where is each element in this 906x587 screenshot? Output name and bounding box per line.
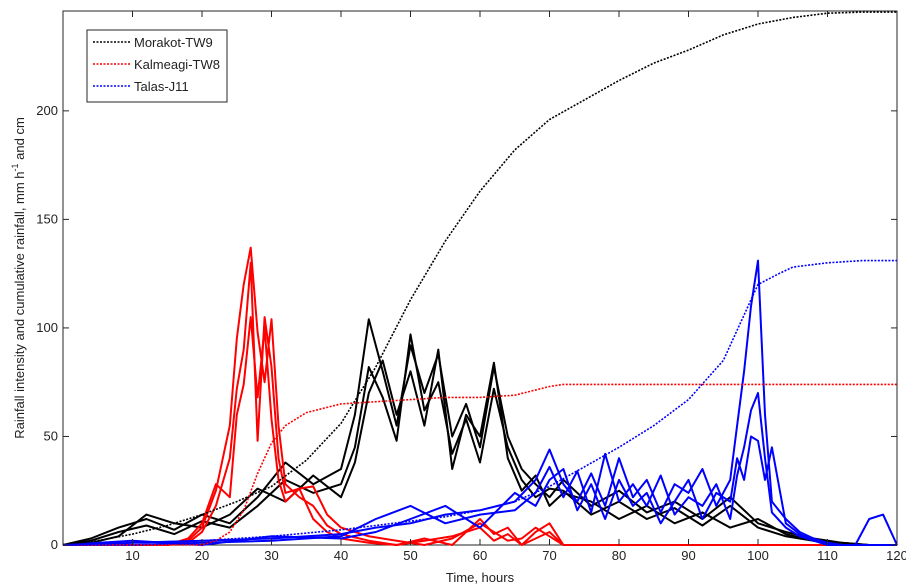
legend-label-talas: Talas-J11 <box>134 79 189 94</box>
x-tick-label: 110 <box>817 548 838 563</box>
x-axis-label: Time, hours <box>446 570 515 585</box>
x-tick-label: 10 <box>125 548 139 563</box>
intensity-line-kalmeagi-tw8-4 <box>63 261 897 546</box>
intensity-line-morakot-tw9-2 <box>62 348 897 546</box>
legend-label-kalmeagi: Kalmeagi-TW8 <box>134 57 220 72</box>
legend-label-morakot: Morakot-TW9 <box>134 35 213 50</box>
cumulative-line-kalmeagi-tw8 <box>63 383 897 546</box>
intensity-line-morakot-tw9-0 <box>62 318 897 546</box>
x-tick-label: 120 <box>886 548 906 563</box>
series-layer <box>62 11 898 546</box>
x-axis: 10 20 30 40 50 60 70 80 90 100 110 120 <box>125 11 906 563</box>
intensity-line-talas-j11-8 <box>62 435 897 546</box>
y-tick-label: 200 <box>36 103 58 118</box>
y-axis-label-tail: and cm <box>12 117 27 163</box>
x-tick-label: 40 <box>334 548 348 563</box>
y-tick-label: 150 <box>36 211 58 226</box>
intensity-line-kalmeagi-tw8-5 <box>63 316 897 546</box>
x-tick-label: 60 <box>473 548 487 563</box>
y-tick-label: 100 <box>36 320 58 335</box>
x-tick-label: 70 <box>542 548 556 563</box>
x-tick-label: 50 <box>403 548 417 563</box>
y-axis-label-superscript: -1 <box>10 163 20 171</box>
legend-box <box>86 29 228 103</box>
cumulative-line-morakot-tw9 <box>62 11 897 546</box>
intensity-line-talas-j11-6 <box>62 259 898 546</box>
x-tick-label: 100 <box>747 548 769 563</box>
cumulative-line-talas-j11 <box>62 259 897 546</box>
y-axis: 0 50 100 150 200 <box>36 103 897 552</box>
x-tick-label: 20 <box>195 548 209 563</box>
intensity-line-morakot-tw9-1 <box>62 333 897 546</box>
x-tick-label: 90 <box>681 548 695 563</box>
x-tick-label: 80 <box>612 548 626 563</box>
y-tick-label: 0 <box>51 537 58 552</box>
y-tick-label: 50 <box>44 428 58 443</box>
y-axis-label: Rainfall intensity and cumulative rainfa… <box>10 117 27 439</box>
x-tick-label: 30 <box>264 548 278 563</box>
y-axis-label-main: Rainfall intensity and cumulative rainfa… <box>12 171 27 438</box>
legend: Morakot-TW9 Kalmeagi-TW8 Talas-J11 <box>86 29 228 103</box>
